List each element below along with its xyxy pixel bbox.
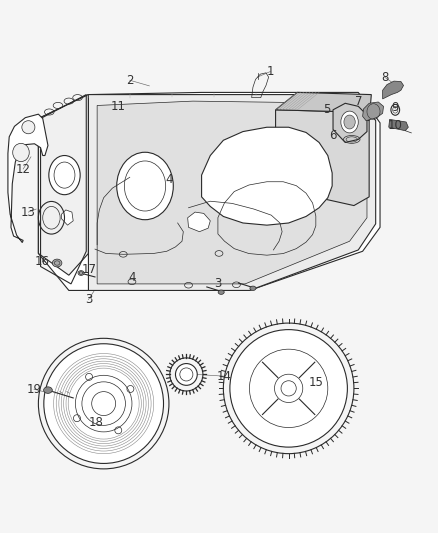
- Polygon shape: [363, 102, 384, 120]
- Text: 3: 3: [85, 293, 92, 306]
- Ellipse shape: [49, 156, 80, 195]
- Polygon shape: [383, 81, 403, 99]
- Text: 6: 6: [329, 130, 337, 142]
- Text: 4: 4: [128, 271, 136, 284]
- Text: 16: 16: [35, 255, 50, 268]
- Text: 10: 10: [388, 119, 403, 132]
- Ellipse shape: [344, 115, 355, 129]
- Ellipse shape: [250, 286, 256, 290]
- Polygon shape: [61, 210, 73, 225]
- Text: 19: 19: [27, 383, 42, 395]
- Ellipse shape: [44, 387, 52, 393]
- Ellipse shape: [117, 152, 173, 220]
- Text: 15: 15: [309, 376, 324, 389]
- Text: 11: 11: [110, 100, 126, 113]
- Ellipse shape: [52, 259, 62, 267]
- Ellipse shape: [44, 344, 163, 463]
- Ellipse shape: [22, 120, 35, 134]
- Text: 18: 18: [89, 416, 104, 429]
- Text: 3: 3: [215, 277, 222, 289]
- Polygon shape: [8, 114, 48, 243]
- Polygon shape: [187, 212, 210, 232]
- Text: 12: 12: [16, 163, 31, 175]
- Text: 8: 8: [381, 71, 389, 84]
- Text: 7: 7: [355, 95, 363, 109]
- Text: 9: 9: [391, 101, 399, 114]
- Polygon shape: [389, 119, 408, 131]
- Polygon shape: [97, 101, 367, 284]
- Text: 13: 13: [21, 206, 36, 219]
- Text: 5: 5: [323, 103, 331, 116]
- Polygon shape: [39, 94, 88, 275]
- Polygon shape: [333, 103, 367, 142]
- Polygon shape: [39, 92, 380, 290]
- Ellipse shape: [78, 271, 84, 276]
- Ellipse shape: [13, 143, 29, 161]
- Ellipse shape: [176, 364, 197, 385]
- Polygon shape: [201, 127, 332, 225]
- Text: 17: 17: [82, 263, 97, 277]
- Text: 1: 1: [267, 65, 274, 78]
- Text: 2: 2: [126, 74, 134, 87]
- Ellipse shape: [341, 111, 358, 133]
- Polygon shape: [276, 110, 369, 206]
- Text: 4: 4: [165, 173, 173, 186]
- Text: 14: 14: [217, 370, 232, 383]
- Ellipse shape: [230, 329, 347, 447]
- Polygon shape: [276, 92, 371, 120]
- Ellipse shape: [218, 290, 224, 294]
- Polygon shape: [88, 94, 376, 290]
